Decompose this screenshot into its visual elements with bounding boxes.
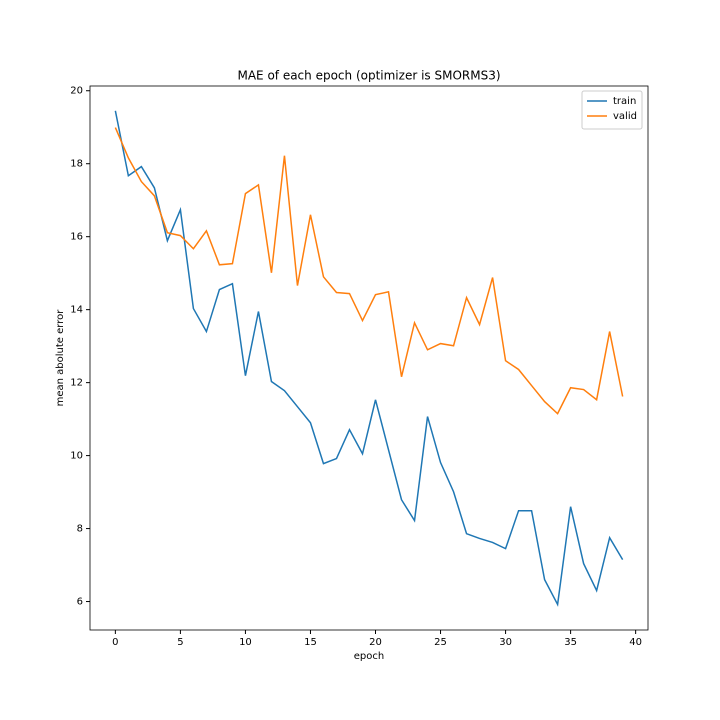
- x-tick-label: 25: [434, 637, 447, 648]
- legend-label: train: [613, 96, 636, 107]
- x-tick-label: 15: [304, 637, 317, 648]
- data-line: [114, 110, 624, 607]
- y-tick-label: 6: [77, 597, 83, 608]
- legend-label: valid: [613, 111, 637, 122]
- x-tick-label: 0: [112, 637, 118, 648]
- x-tick-label: 5: [177, 637, 183, 648]
- y-tick-label: 10: [70, 451, 83, 462]
- x-tick-label: 40: [629, 637, 642, 648]
- y-tick-label: 12: [70, 378, 83, 389]
- y-tick-label: 16: [70, 232, 83, 243]
- data-line: [114, 127, 624, 415]
- y-tick-label: 14: [70, 305, 83, 316]
- axes-frame: [89, 85, 649, 631]
- x-axis-label: epoch: [354, 651, 384, 662]
- x-tick-label: 35: [564, 637, 577, 648]
- y-axis-label: mean abolute error: [55, 309, 66, 407]
- y-tick-label: 8: [77, 524, 83, 535]
- x-tick-label: 30: [499, 637, 512, 648]
- y-tick-label: 18: [70, 159, 83, 170]
- x-tick-label: 10: [239, 637, 252, 648]
- chart-title: MAE of each epoch (optimizer is SMORMS3): [237, 69, 500, 83]
- x-tick-label: 20: [369, 637, 382, 648]
- y-tick-label: 20: [70, 86, 83, 97]
